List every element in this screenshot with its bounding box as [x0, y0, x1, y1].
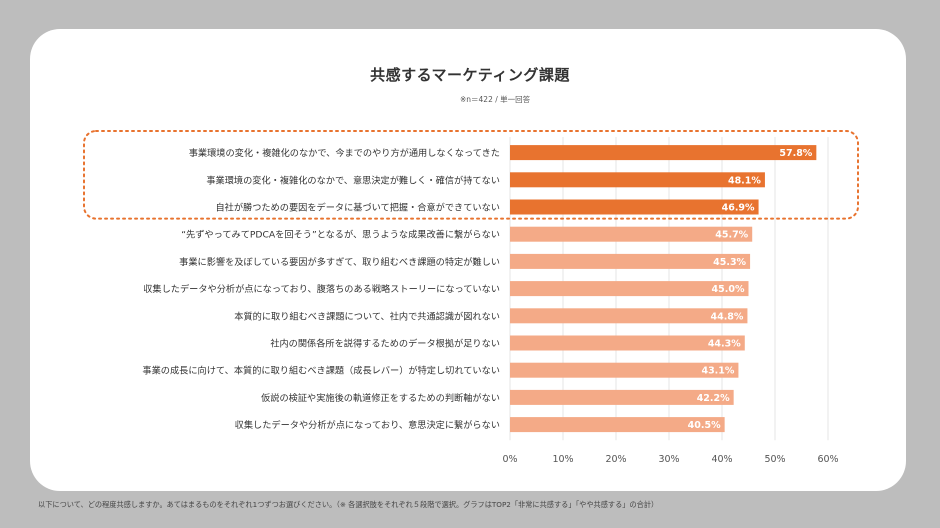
bar: [510, 226, 753, 242]
bar: [510, 308, 748, 324]
chart-card: [30, 29, 906, 491]
category-label: “先ずやってみてPDCAを回そう”となるが、思うような成果改善に繋がらない: [181, 229, 500, 241]
category-label: 収集したデータや分析が点になっており、意思決定に繋がらない: [235, 419, 500, 431]
x-tick-label: 10%: [552, 454, 573, 465]
bar: [510, 417, 725, 433]
category-label: 収集したデータや分析が点になっており、腹落ちのある戦略ストーリーになっていない: [143, 283, 500, 295]
x-tick-label: 40%: [711, 454, 732, 465]
value-label: 46.9%: [722, 203, 755, 214]
category-label: 社内の関係各所を説得するためのデータ根拠が足りない: [270, 338, 500, 350]
value-label: 45.7%: [715, 230, 748, 241]
x-tick-label: 0%: [502, 454, 517, 465]
bar: [510, 281, 749, 297]
bar: [510, 335, 745, 351]
x-tick-label: 30%: [658, 454, 679, 465]
category-label: 事業に影響を及ぼしている要因が多すぎて、取り組むべき課題の特定が難しい: [179, 256, 500, 268]
value-label: 44.8%: [710, 311, 743, 322]
bar: [510, 199, 759, 215]
bar: [510, 145, 817, 161]
x-tick-label: 50%: [764, 454, 785, 465]
category-label: 仮説の検証や実施後の軌道修正をするための判断軸がない: [261, 392, 500, 404]
bar: [510, 253, 751, 269]
value-label: 40.5%: [688, 420, 721, 431]
category-label: 事業環境の変化・複雑化のなかで、意思決定が難しく・確信が持てない: [206, 174, 500, 186]
sample-note: ※n＝422 / 単一回答: [460, 95, 531, 104]
value-label: 45.3%: [713, 257, 746, 268]
value-label: 57.8%: [779, 148, 812, 159]
chart-title: 共感するマーケティング課題: [370, 66, 570, 84]
highlight-box: [83, 130, 859, 220]
bar: [510, 172, 765, 188]
x-tick-label: 20%: [605, 454, 626, 465]
x-tick-label: 60%: [817, 454, 838, 465]
footnote: 以下について、どの程度共感しますか。あてはまるものをそれぞれ1つずつお選びくださ…: [38, 500, 659, 509]
value-label: 48.1%: [728, 175, 761, 186]
bar: [510, 362, 739, 378]
category-label: 自社が勝つための要因をデータに基づいて把握・合意ができていない: [215, 202, 500, 214]
category-label: 事業環境の変化・複雑化のなかで、今までのやり方が通用しなくなってきた: [189, 147, 500, 159]
value-label: 44.3%: [708, 339, 741, 350]
bar: [510, 389, 734, 405]
category-label: 事業の成長に向けて、本質的に取り組むべき課題（成長レバー）が特定し切れていない: [142, 365, 500, 377]
value-label: 43.1%: [701, 366, 734, 377]
category-label: 本質的に取り組むべき課題について、社内で共通認識が図れない: [234, 310, 500, 322]
value-label: 42.2%: [697, 393, 730, 404]
value-label: 45.0%: [712, 284, 745, 295]
